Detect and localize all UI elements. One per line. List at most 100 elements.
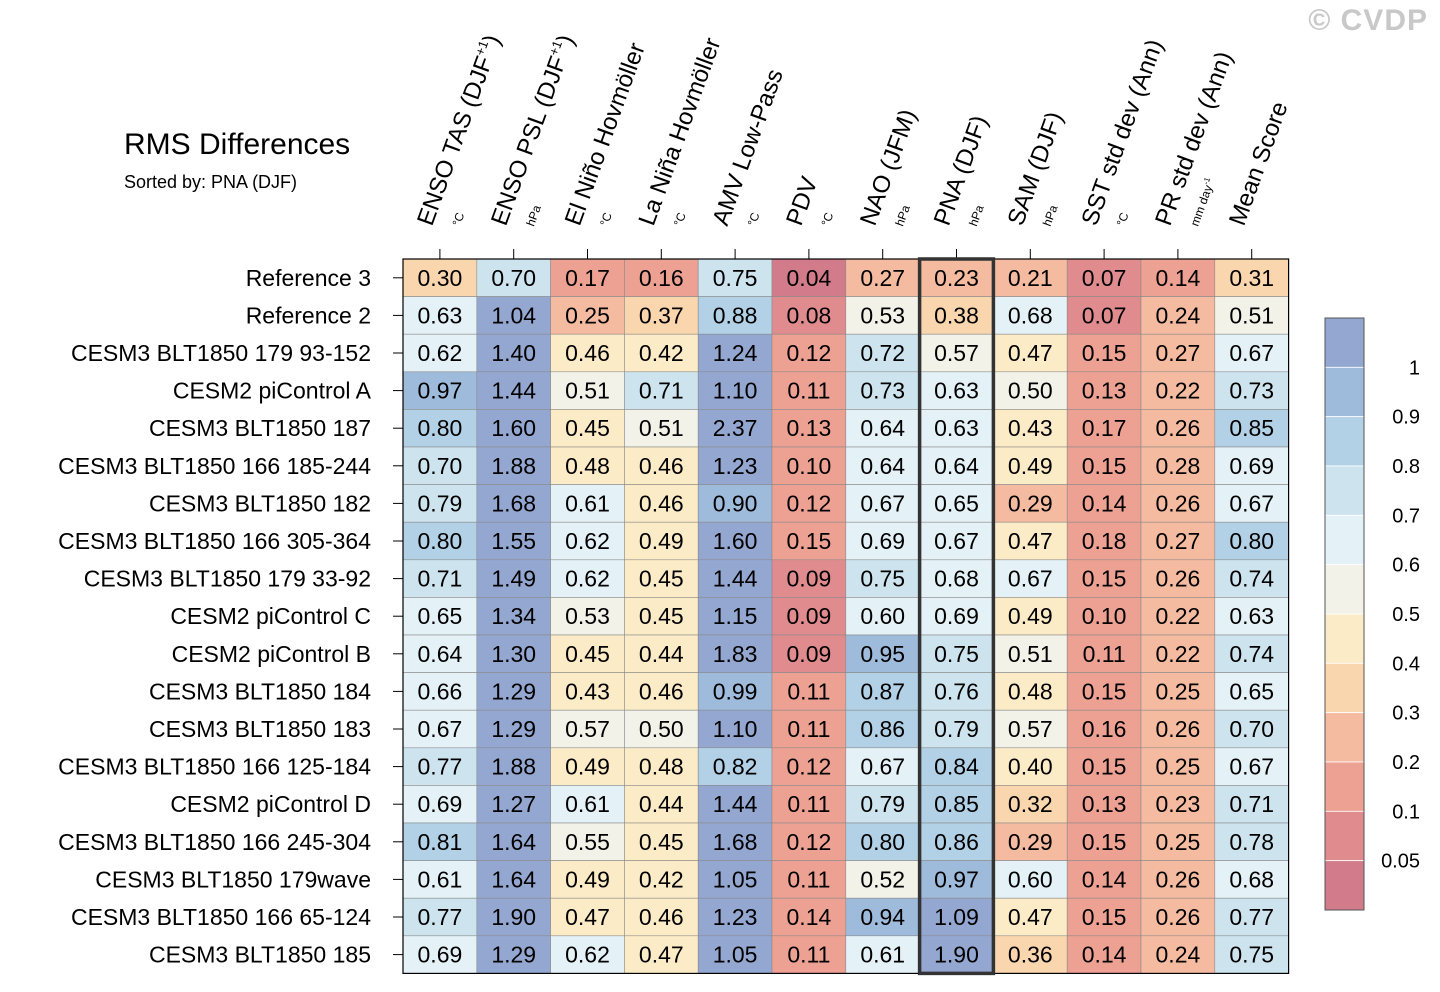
heatmap-cell xyxy=(402,747,478,786)
cell-value: 0.85 xyxy=(934,791,979,817)
cell-value: 0.71 xyxy=(639,378,684,404)
cell-value: 0.65 xyxy=(418,603,463,629)
heatmap-cell xyxy=(402,258,478,297)
cell-value: 0.68 xyxy=(1229,866,1274,892)
heatmap-cell xyxy=(1066,409,1142,448)
cell-value: 1.90 xyxy=(491,904,536,930)
heatmap-cell xyxy=(697,897,773,937)
row-label: Reference 3 xyxy=(246,265,371,291)
cell-value: 0.27 xyxy=(1156,528,1201,554)
cell-value: 0.45 xyxy=(565,641,610,667)
cell-value: 0.73 xyxy=(860,378,905,404)
cell-value: 0.16 xyxy=(1082,716,1127,742)
heatmap-cell xyxy=(624,935,699,974)
cell-value: 0.61 xyxy=(860,942,905,968)
heatmap-cell xyxy=(550,296,625,335)
cell-value: 0.76 xyxy=(934,678,979,704)
heatmap-cell xyxy=(697,860,773,899)
heatmap-cell xyxy=(402,296,478,335)
cell-value: 1.68 xyxy=(713,829,758,855)
cell-value: 0.66 xyxy=(418,678,463,704)
cell-value: 1.29 xyxy=(491,942,536,968)
row-label: CESM3 BLT1850 166 185-244 xyxy=(58,453,371,479)
heatmap-cell xyxy=(993,559,1068,598)
cell-value: 0.47 xyxy=(565,904,610,930)
heatmap-cell xyxy=(550,634,625,673)
heatmap-cell xyxy=(550,409,625,448)
cell-value: 0.27 xyxy=(1156,340,1201,366)
cell-value: 1.05 xyxy=(713,942,758,968)
heatmap-cell xyxy=(1140,333,1216,373)
cell-value: 0.75 xyxy=(934,641,979,667)
column-header: SST std dev (Ann) xyxy=(1076,36,1168,229)
heatmap-cell xyxy=(402,822,478,861)
colorbar-segment xyxy=(1324,662,1365,714)
row-label: CESM3 BLT1850 187 xyxy=(149,415,371,441)
column-header: El Niño Hovmöller xyxy=(560,39,651,229)
cell-value: 0.12 xyxy=(787,490,832,516)
cell-value: 0.11 xyxy=(787,791,830,817)
heatmap-cell xyxy=(476,935,551,974)
cell-value: 0.17 xyxy=(565,265,610,291)
row-label: CESM3 BLT1850 179wave xyxy=(95,866,371,892)
cell-value: 0.97 xyxy=(934,866,979,892)
cell-value: 0.30 xyxy=(418,265,463,291)
heatmap-cell xyxy=(919,333,994,373)
heatmap-cell xyxy=(624,860,699,899)
heatmap-cell xyxy=(1140,747,1216,786)
cell-value: 0.14 xyxy=(1082,866,1127,892)
cell-value: 0.36 xyxy=(1008,942,1053,968)
heatmap-cell xyxy=(1140,258,1216,297)
cell-value: 0.46 xyxy=(639,490,684,516)
heatmap-cell xyxy=(402,672,478,711)
cell-value: 0.72 xyxy=(860,340,905,366)
heatmap-cell xyxy=(402,409,478,448)
colorbar-tick-label: 0.7 xyxy=(1392,505,1420,527)
heatmap-cell xyxy=(402,860,478,899)
cell-value: 0.47 xyxy=(1008,340,1053,366)
cell-value: 0.25 xyxy=(1156,829,1201,855)
cell-value: 0.13 xyxy=(1082,791,1127,817)
heatmap-cell xyxy=(402,559,478,598)
cell-value: 0.31 xyxy=(1229,265,1274,291)
cell-value: 0.12 xyxy=(787,754,832,780)
cell-value: 1.10 xyxy=(713,716,758,742)
cell-value: 0.44 xyxy=(639,791,684,817)
cell-value: 0.15 xyxy=(1082,566,1127,592)
cell-value: 0.53 xyxy=(565,603,610,629)
cell-value: 0.67 xyxy=(1229,754,1274,780)
cell-value: 0.14 xyxy=(787,904,832,930)
cell-value: 0.75 xyxy=(1229,942,1274,968)
cell-value: 0.85 xyxy=(1229,415,1274,441)
cell-value: 0.80 xyxy=(418,528,463,554)
cell-value: 0.26 xyxy=(1156,490,1201,516)
heatmap-cell xyxy=(697,709,773,749)
heatmap-cell xyxy=(476,747,551,786)
cell-value: 0.43 xyxy=(1008,415,1053,441)
heatmap-cell xyxy=(1140,446,1216,485)
heatmap-cell xyxy=(550,747,625,786)
heatmap-cell xyxy=(550,258,625,297)
colorbar-tick-label: 0.05 xyxy=(1381,851,1420,873)
cell-value: 0.27 xyxy=(860,265,905,291)
cell-value: 0.94 xyxy=(860,904,905,930)
heatmap-cell xyxy=(697,333,773,373)
colorbar-segment xyxy=(1324,564,1365,615)
cell-value: 1.24 xyxy=(713,340,758,366)
row-label: CESM3 BLT1850 183 xyxy=(149,716,371,742)
cell-value: 0.17 xyxy=(1082,415,1127,441)
cell-value: 0.63 xyxy=(934,415,979,441)
heatmap-cell xyxy=(771,521,847,561)
heatmap-cell xyxy=(771,860,847,899)
cell-value: 0.67 xyxy=(1229,490,1274,516)
cell-value: 0.13 xyxy=(787,415,832,441)
cell-value: 1.90 xyxy=(934,942,979,968)
heatmap-cell xyxy=(476,897,551,937)
heatmap-cell xyxy=(476,860,551,899)
cell-value: 0.15 xyxy=(1082,829,1127,855)
heatmap-cell xyxy=(1214,296,1289,335)
heatmap-cell xyxy=(1066,559,1142,598)
cell-value: 0.65 xyxy=(934,490,979,516)
heatmap-cell xyxy=(1214,559,1289,598)
heatmap-cell xyxy=(1066,709,1142,749)
